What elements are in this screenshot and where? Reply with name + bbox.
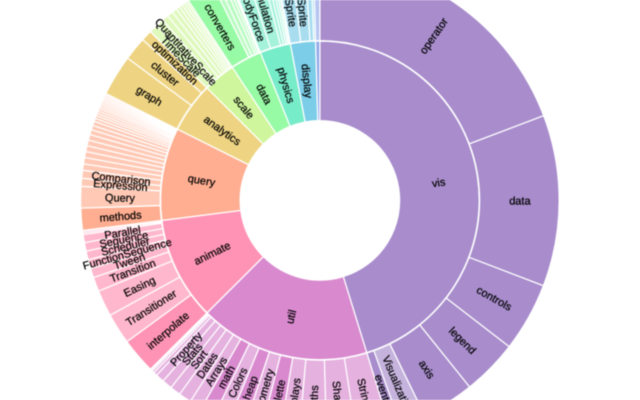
svg-text:Query: Query bbox=[105, 192, 136, 204]
svg-text:query: query bbox=[187, 173, 217, 190]
svg-text:vis: vis bbox=[431, 176, 447, 190]
svg-text:util: util bbox=[284, 309, 299, 326]
svg-text:Shapes: Shapes bbox=[330, 380, 345, 400]
svg-text:Displays: Displays bbox=[286, 377, 303, 400]
svg-text:Parallel: Parallel bbox=[104, 224, 142, 242]
svg-text:Maths: Maths bbox=[308, 385, 321, 400]
svg-text:Expression: Expression bbox=[93, 178, 148, 194]
svg-text:methods: methods bbox=[99, 209, 143, 224]
svg-text:data: data bbox=[509, 195, 531, 207]
svg-text:DirtySprite: DirtySprite bbox=[293, 0, 310, 27]
svg-text:display: display bbox=[298, 63, 314, 99]
